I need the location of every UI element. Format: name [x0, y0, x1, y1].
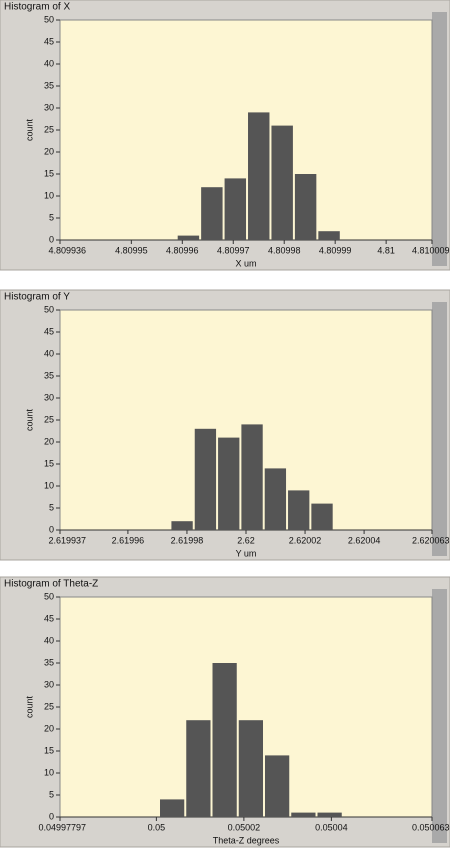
x-tick-label: 2.62002 [289, 535, 322, 545]
y-tick-label: 45 [44, 36, 54, 46]
bar [194, 428, 217, 530]
y-tick-label: 40 [44, 58, 54, 68]
y-tick-label: 40 [44, 635, 54, 645]
chart-title: Histogram of Theta-Z [4, 579, 98, 590]
bar [201, 187, 223, 240]
x-tick-label: 4.809936 [48, 245, 86, 255]
x-tick-label: 0.05 [148, 822, 166, 832]
bar [288, 490, 310, 530]
x-axis-label: Y um [236, 548, 257, 558]
y-tick-label: 50 [44, 14, 54, 24]
y-tick-label: 35 [44, 80, 54, 90]
bar [265, 755, 290, 817]
y-tick-label: 0 [49, 524, 54, 534]
bar [224, 178, 247, 240]
x-tick-label: 2.61996 [112, 535, 145, 545]
bar [241, 424, 263, 530]
y-tick-label: 5 [49, 789, 54, 799]
y-tick-label: 25 [44, 414, 54, 424]
chart-panel: Histogram of X 0 5 10 15 20 25 30 35 40 45 50 4.8099… [0, 0, 450, 271]
y-tick-label: 25 [44, 124, 54, 134]
bar [171, 521, 193, 530]
chart-panel: Histogram of Theta-Z 0 5 10 15 20 25 30 35 40 45 50… [0, 576, 450, 848]
chart-title: Histogram of Y [4, 292, 70, 303]
y-tick-label: 30 [44, 102, 54, 112]
y-tick-label: 0 [49, 234, 54, 244]
x-tick-label: 4.80997 [217, 245, 250, 255]
x-tick-label: 4.80999 [319, 245, 352, 255]
x-tick-label: 0.05004 [315, 822, 348, 832]
scroll-strip [432, 589, 447, 843]
x-tick-label: 2.62 [237, 535, 255, 545]
y-tick-label: 15 [44, 168, 54, 178]
bar [291, 812, 316, 817]
bar [248, 112, 270, 240]
y-tick-label: 10 [44, 480, 54, 490]
scroll-strip [432, 302, 447, 556]
x-tick-label: 2.62004 [348, 535, 381, 545]
y-tick-label: 5 [49, 502, 54, 512]
x-tick-label: 4.80998 [268, 245, 301, 255]
y-tick-label: 45 [44, 613, 54, 623]
chart-panel: Histogram of Y 0 5 10 15 20 25 30 35 40 45 50 2.6199… [0, 289, 450, 561]
y-tick-label: 15 [44, 458, 54, 468]
y-tick-label: 50 [44, 304, 54, 314]
y-tick-label: 0 [49, 811, 54, 821]
x-tick-label: 0.04997797 [38, 822, 86, 832]
y-tick-label: 20 [44, 146, 54, 156]
x-axis-label: Theta-Z degrees [213, 835, 280, 845]
bar [238, 720, 264, 817]
chart-title: Histogram of X [4, 2, 70, 13]
y-tick-label: 35 [44, 370, 54, 380]
y-axis-label: count [24, 408, 34, 431]
y-tick-label: 10 [44, 190, 54, 200]
y-tick-label: 20 [44, 723, 54, 733]
y-tick-label: 30 [44, 392, 54, 402]
y-tick-label: 25 [44, 701, 54, 711]
bar [318, 231, 340, 240]
y-tick-label: 10 [44, 767, 54, 777]
y-axis-label: count [24, 118, 34, 141]
bar [186, 720, 211, 817]
bar [311, 503, 333, 530]
x-tick-label: 2.61998 [171, 535, 204, 545]
bar [317, 812, 342, 817]
y-tick-label: 5 [49, 212, 54, 222]
y-tick-label: 40 [44, 348, 54, 358]
bar [218, 437, 240, 530]
x-tick-label: 4.810009 [412, 245, 450, 255]
y-axis-label: count [24, 695, 34, 718]
x-tick-label: 4.81 [377, 245, 395, 255]
x-tick-label: 4.80996 [166, 245, 199, 255]
y-tick-label: 45 [44, 326, 54, 336]
y-tick-label: 20 [44, 436, 54, 446]
x-tick-label: 0.05002 [228, 822, 261, 832]
bar [271, 125, 293, 240]
x-tick-label: 2.620063 [412, 535, 450, 545]
y-tick-label: 30 [44, 679, 54, 689]
y-tick-label: 15 [44, 745, 54, 755]
y-tick-label: 50 [44, 591, 54, 601]
bar [160, 799, 185, 817]
x-tick-label: 0.0500630 [412, 822, 450, 832]
x-tick-label: 2.619937 [48, 535, 86, 545]
x-tick-label: 4.80995 [115, 245, 148, 255]
y-tick-label: 35 [44, 657, 54, 667]
bar [264, 468, 287, 530]
bar [294, 174, 317, 240]
x-axis-label: X um [235, 258, 256, 268]
scroll-strip [432, 12, 447, 266]
bar [212, 663, 237, 817]
bar [177, 235, 200, 240]
